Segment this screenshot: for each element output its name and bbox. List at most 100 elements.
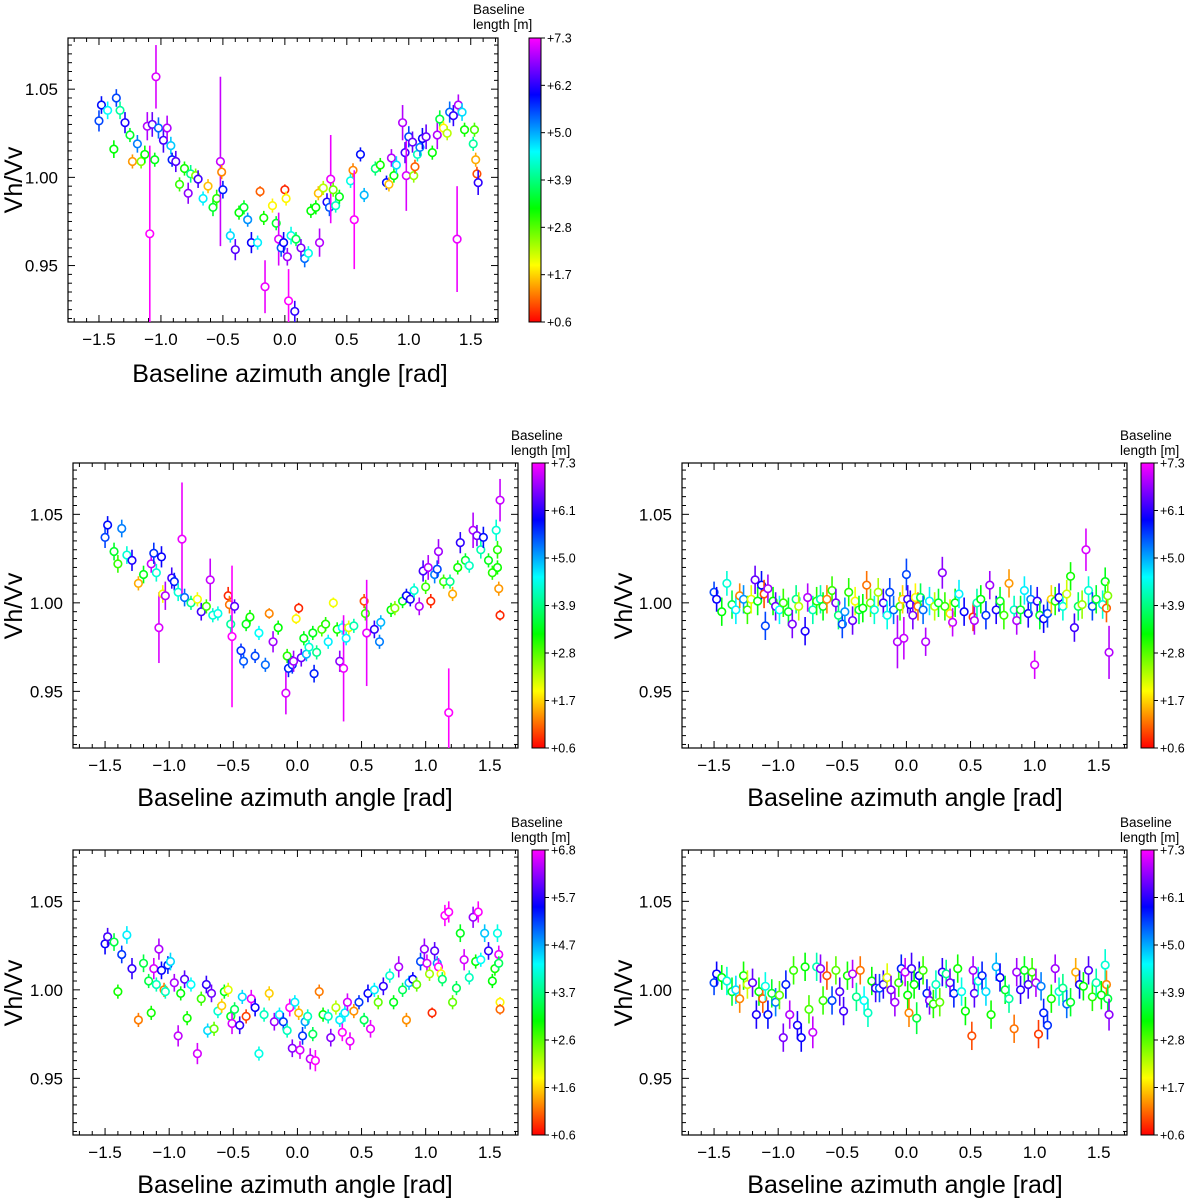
y-tick-label: 0.95 (25, 257, 58, 276)
data-series (709, 528, 1114, 679)
data-point (103, 105, 113, 115)
data-point (122, 550, 132, 560)
data-point (278, 1017, 288, 1027)
colorbar-tick-label: +3.9 (1160, 986, 1185, 1000)
data-point (986, 1010, 996, 1020)
data-point (218, 185, 228, 195)
data-point (457, 107, 467, 117)
data-point (455, 928, 465, 938)
data-point (310, 1056, 320, 1066)
data-point (328, 185, 338, 195)
data-point (731, 985, 741, 995)
data-point (794, 601, 804, 611)
y-axis-label: Vh/Vv (610, 959, 638, 1026)
data-point (921, 637, 931, 647)
data-point (468, 912, 478, 922)
data-point (165, 956, 176, 967)
data-point (785, 1010, 795, 1020)
x-tick-label: 1.5 (459, 330, 483, 349)
x-tick-label: −1.0 (761, 756, 795, 775)
data-point (1019, 585, 1030, 596)
data-point (1030, 660, 1040, 670)
data-point (822, 971, 832, 981)
data-point (981, 987, 991, 997)
data-point (326, 174, 336, 184)
data-point (985, 580, 995, 590)
data-point (859, 995, 869, 1006)
data-point (268, 637, 278, 647)
data-point (376, 617, 386, 627)
data-point (960, 1006, 971, 1016)
data-point (401, 170, 411, 181)
data-point (885, 587, 895, 597)
data-point (127, 156, 138, 167)
data-point (250, 651, 260, 661)
data-point (433, 546, 444, 557)
y-axis-label: Vh/Vv (0, 572, 28, 639)
data-point (1033, 1029, 1044, 1039)
data-point (1087, 992, 1097, 1002)
data-point (160, 591, 170, 601)
x-tick-label: 1.5 (1087, 1143, 1111, 1162)
data-point (800, 626, 810, 636)
data-point (909, 979, 919, 990)
colorbar (528, 37, 542, 323)
colorbar-tick-label: +7.3 (1160, 844, 1185, 858)
data-point (1083, 965, 1094, 975)
data-point (459, 955, 469, 965)
y-axis-label: Vh/Vv (610, 572, 638, 639)
data-point (1104, 647, 1114, 658)
data-point (435, 114, 445, 124)
data-point (254, 1048, 264, 1059)
colorbar-tick-label: +2.8 (1160, 647, 1185, 661)
data-point (241, 1011, 251, 1021)
data-point (950, 598, 960, 608)
plot-frame (72, 462, 519, 749)
data-point (213, 608, 223, 619)
data-point (717, 607, 727, 617)
data-point (113, 987, 123, 997)
data-point (862, 580, 872, 590)
data-point (1081, 545, 1091, 555)
data-point (291, 614, 301, 624)
x-tick-label: −1.5 (697, 756, 731, 775)
colorbar-tick-label: +7.3 (1160, 457, 1185, 471)
data-point (169, 577, 179, 587)
data-point (976, 594, 986, 604)
data-point (1042, 608, 1053, 619)
y-tick-label: 1.00 (25, 168, 58, 187)
data-point (303, 1011, 313, 1021)
data-point (349, 621, 359, 631)
data-point (452, 234, 462, 244)
data-point (787, 619, 797, 629)
data-point (250, 1002, 260, 1013)
data-point (778, 598, 788, 608)
data-point (1103, 591, 1113, 601)
x-tick-label: 0.5 (335, 330, 359, 349)
y-tick-label: 1.05 (30, 505, 63, 524)
data-point (198, 193, 208, 204)
colorbar-tick-label: +3.9 (551, 599, 576, 613)
data-point (981, 610, 991, 620)
data-point (140, 149, 150, 160)
data-point (186, 979, 196, 990)
data-point (827, 995, 837, 1006)
colorbar-tick-label: +5.0 (551, 552, 576, 566)
data-point (304, 642, 314, 652)
data-point (451, 983, 462, 993)
data-point (469, 125, 480, 135)
data-point (373, 997, 383, 1007)
data-point (146, 1008, 156, 1018)
data-point (348, 165, 358, 175)
data-point (1012, 967, 1022, 977)
data-point (166, 141, 176, 151)
data-point (822, 594, 832, 604)
colorbar-tick-label: +2.8 (547, 221, 572, 235)
x-tick-label: −1.0 (761, 1143, 795, 1162)
data-point (954, 589, 964, 599)
data-point (480, 928, 490, 938)
data-point (1000, 985, 1010, 995)
data-point (153, 123, 164, 133)
colorbar-tick-label: +7.3 (551, 457, 576, 471)
data-point (96, 100, 107, 110)
